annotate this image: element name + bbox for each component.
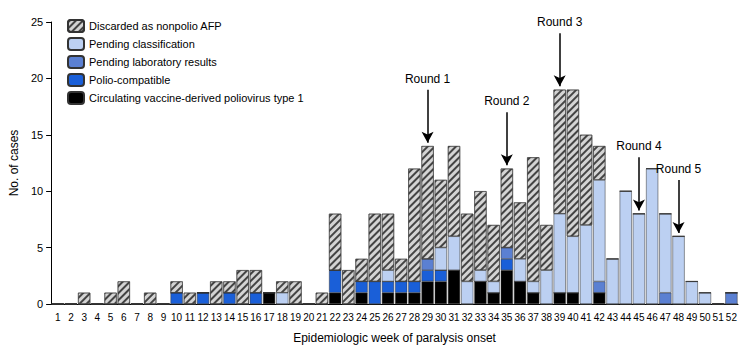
svg-text:15: 15 [31,129,43,141]
svg-text:49: 49 [686,312,698,323]
svg-text:19: 19 [290,312,302,323]
svg-text:0: 0 [37,298,43,310]
svg-text:5: 5 [108,312,114,323]
svg-text:Discarded as nonpolio AFP: Discarded as nonpolio AFP [89,20,222,32]
svg-text:45: 45 [633,312,645,323]
svg-text:20: 20 [31,72,43,84]
svg-text:15: 15 [237,312,249,323]
svg-text:Circulating vaccine-derived po: Circulating vaccine-derived poliovirus t… [89,92,304,104]
svg-text:22: 22 [330,312,342,323]
svg-text:9: 9 [161,312,167,323]
svg-text:Round 5: Round 5 [656,162,702,176]
svg-text:47: 47 [660,312,672,323]
svg-text:43: 43 [607,312,619,323]
svg-text:41: 41 [581,312,593,323]
svg-text:Pending laboratory results: Pending laboratory results [89,56,217,68]
svg-text:51: 51 [713,312,725,323]
svg-text:46: 46 [647,312,659,323]
svg-text:38: 38 [541,312,553,323]
svg-text:4: 4 [95,312,101,323]
svg-text:30: 30 [435,312,447,323]
svg-text:Round 2: Round 2 [484,94,530,108]
svg-text:Polio-compatible: Polio-compatible [89,74,170,86]
svg-text:7: 7 [134,312,140,323]
svg-text:48: 48 [673,312,685,323]
svg-text:20: 20 [303,312,315,323]
svg-text:32: 32 [462,312,474,323]
svg-text:6: 6 [121,312,127,323]
svg-text:34: 34 [488,312,500,323]
svg-text:10: 10 [171,312,183,323]
svg-text:13: 13 [211,312,223,323]
svg-text:25: 25 [31,16,43,28]
svg-text:36: 36 [514,312,526,323]
svg-text:Pending classification: Pending classification [89,38,195,50]
svg-text:50: 50 [699,312,711,323]
svg-text:24: 24 [356,312,368,323]
svg-text:23: 23 [343,312,355,323]
svg-text:10: 10 [31,185,43,197]
svg-text:31: 31 [448,312,460,323]
svg-text:No. of cases: No. of cases [7,130,21,197]
svg-text:40: 40 [567,312,579,323]
svg-text:12: 12 [197,312,209,323]
svg-text:28: 28 [409,312,421,323]
svg-text:2: 2 [68,312,74,323]
svg-text:25: 25 [369,312,381,323]
svg-text:Round 3: Round 3 [537,15,583,29]
svg-text:Epidemiologic week of paralysi: Epidemiologic week of paralysis onset [293,331,496,345]
svg-text:5: 5 [37,242,43,254]
svg-text:8: 8 [147,312,153,323]
svg-text:11: 11 [185,312,196,323]
svg-text:16: 16 [250,312,262,323]
svg-text:44: 44 [620,312,632,323]
svg-text:42: 42 [594,312,606,323]
svg-text:1: 1 [55,312,61,323]
svg-text:Round 4: Round 4 [616,139,662,153]
svg-text:3: 3 [81,312,87,323]
svg-text:26: 26 [382,312,394,323]
svg-text:21: 21 [316,312,328,323]
svg-text:33: 33 [475,312,487,323]
svg-text:27: 27 [396,312,408,323]
svg-text:37: 37 [528,312,540,323]
svg-text:17: 17 [264,312,276,323]
svg-text:Round 1: Round 1 [405,72,451,86]
svg-text:52: 52 [726,312,738,323]
svg-text:39: 39 [554,312,566,323]
svg-text:14: 14 [224,312,236,323]
svg-text:18: 18 [277,312,289,323]
svg-text:29: 29 [422,312,434,323]
svg-text:35: 35 [501,312,513,323]
